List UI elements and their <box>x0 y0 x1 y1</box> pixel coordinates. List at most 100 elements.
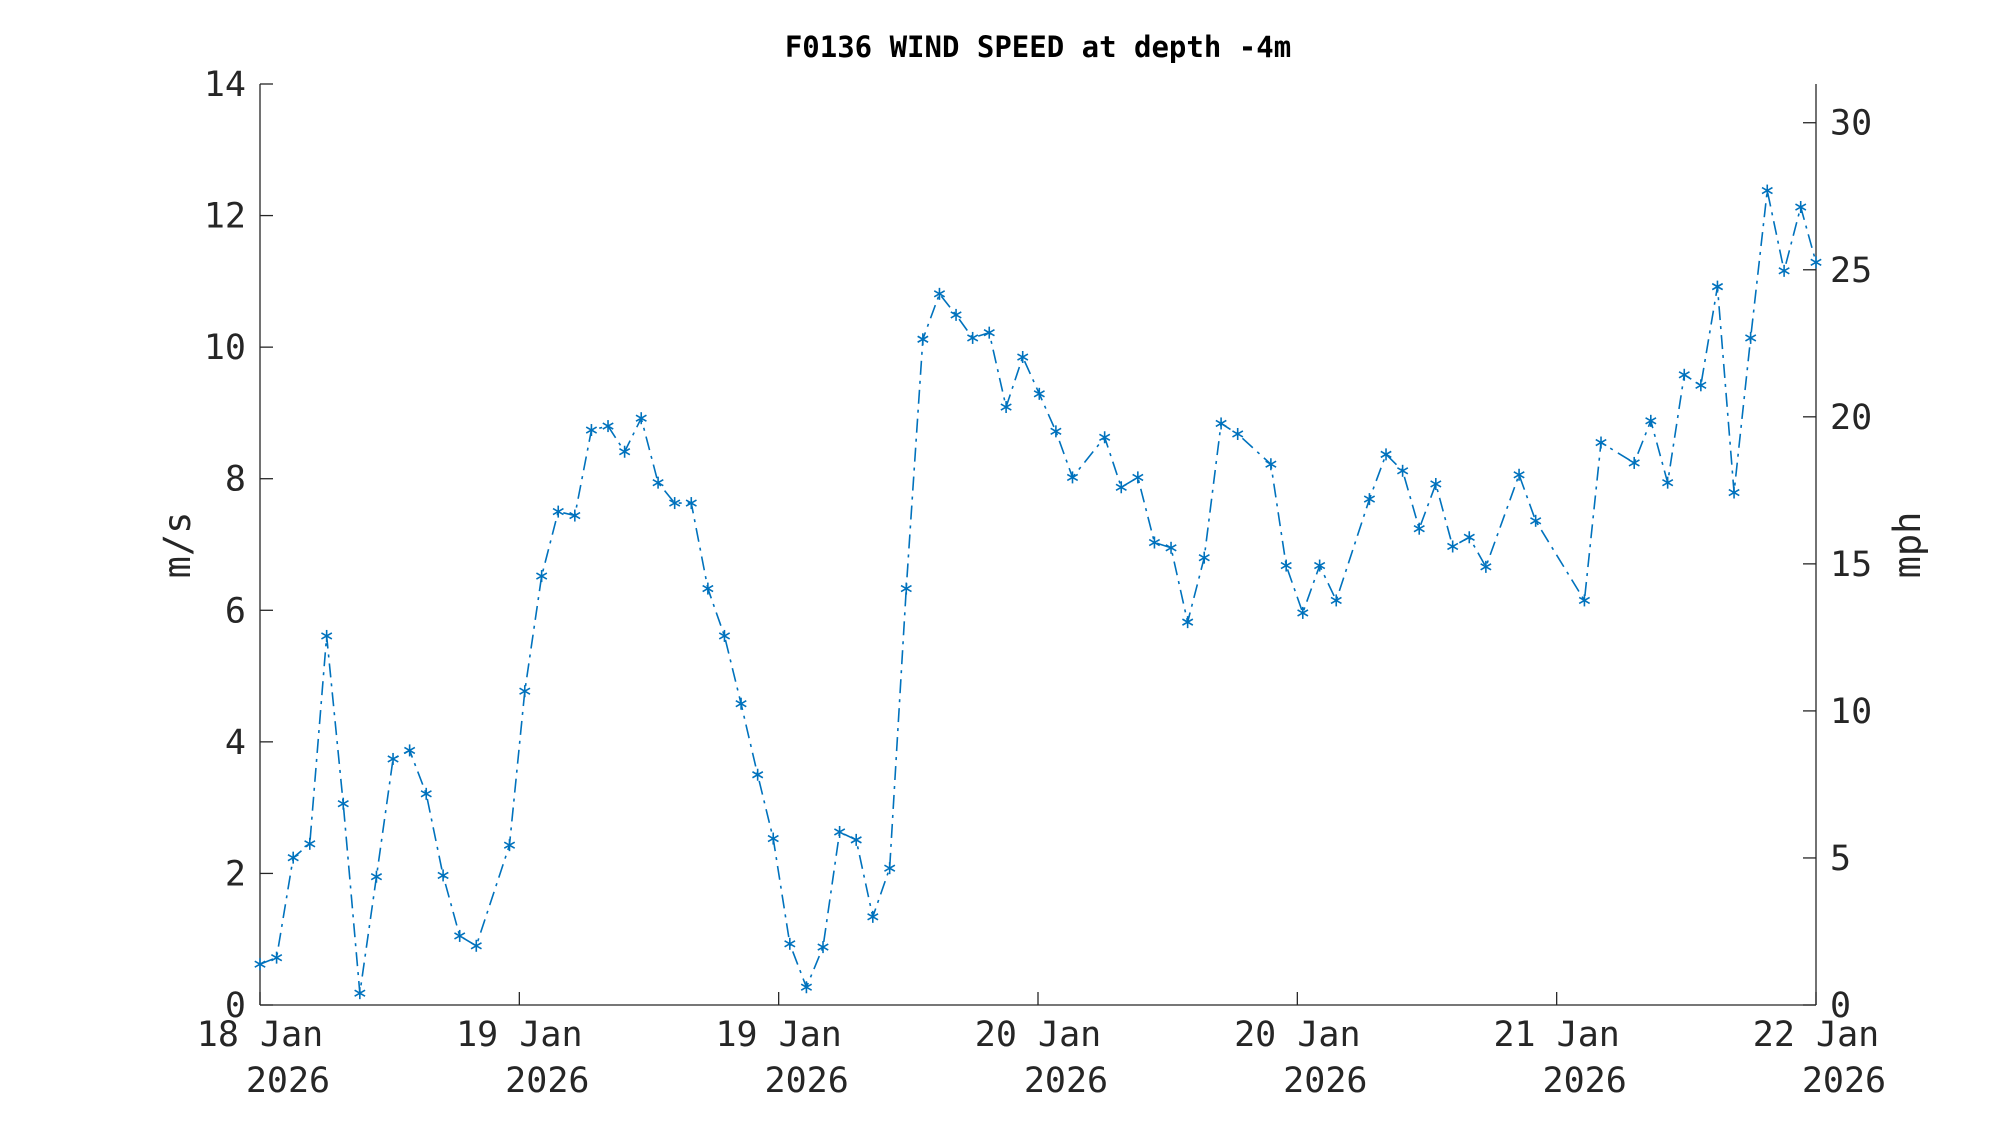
data-point <box>1380 448 1392 461</box>
data-point <box>1530 514 1542 527</box>
data-point <box>635 412 647 425</box>
data-point <box>900 582 912 595</box>
data-point <box>702 582 714 595</box>
marker-stroke <box>1280 561 1292 570</box>
marker-stroke <box>1413 525 1425 533</box>
data-point <box>337 797 349 810</box>
data-point <box>1066 471 1079 484</box>
marker-stroke <box>1380 450 1392 459</box>
marker-stroke <box>1711 282 1724 291</box>
marker-stroke <box>1000 403 1012 411</box>
marker-stroke <box>1463 533 1475 541</box>
data-point <box>569 509 581 522</box>
marker-stroke <box>1645 417 1657 425</box>
data-point <box>1430 477 1442 490</box>
marker-stroke <box>735 700 747 708</box>
marker-stroke <box>1728 488 1740 497</box>
marker-stroke <box>1595 438 1607 447</box>
marker-stroke <box>917 335 929 343</box>
marker-stroke <box>1530 517 1542 525</box>
marker-stroke <box>1017 353 1029 361</box>
x-tick-label: 19 Jan 2026 <box>456 1015 589 1101</box>
marker-stroke <box>354 989 366 997</box>
marker-stroke <box>585 426 598 434</box>
marker-stroke <box>900 584 912 593</box>
marker-stroke <box>884 864 896 872</box>
data-point <box>1778 264 1790 277</box>
marker-stroke <box>370 873 383 881</box>
data-point <box>735 697 747 710</box>
data-point <box>800 981 813 994</box>
marker-stroke <box>635 414 647 422</box>
data-point <box>420 787 432 800</box>
marker-stroke <box>1810 258 1822 266</box>
marker-stroke <box>867 913 879 921</box>
data-point <box>321 629 333 642</box>
data-point <box>867 910 879 923</box>
x-tick-label-line: 2026 <box>1543 1061 1627 1101</box>
x-tick-label-line: 18 Jan <box>197 1015 323 1055</box>
marker-stroke <box>420 790 432 798</box>
x-tick-label-line: 2026 <box>1024 1061 1108 1101</box>
x-tick-label-line: 19 Jan <box>715 1015 841 1055</box>
x-tick-label-line: 2026 <box>1802 1061 1886 1101</box>
y2-tick-label: 30 <box>1830 104 1872 144</box>
marker-stroke <box>1745 334 1757 342</box>
data-point <box>552 505 564 518</box>
data-point <box>503 839 516 852</box>
marker-stroke <box>1330 596 1342 605</box>
data-point <box>1132 471 1144 484</box>
y2-axis-label: mph <box>1886 512 1929 579</box>
data-point <box>519 685 531 698</box>
marker-stroke <box>1363 495 1376 503</box>
marker-stroke <box>950 311 962 319</box>
marker-stroke <box>619 448 631 456</box>
data-point <box>1198 551 1210 564</box>
marker-stroke <box>967 334 979 342</box>
marker-stroke <box>1099 433 1111 441</box>
marker-stroke <box>503 841 516 849</box>
marker-stroke <box>1695 381 1707 389</box>
marker-stroke <box>536 572 548 580</box>
marker-stroke <box>552 507 564 516</box>
data-point <box>1745 331 1757 344</box>
marker-stroke <box>387 755 399 763</box>
y2-tick-label: 10 <box>1830 692 1872 732</box>
y-tick-label: 0 <box>225 986 246 1026</box>
marker-stroke <box>1447 542 1459 551</box>
marker-stroke <box>437 871 449 880</box>
data-point <box>669 497 681 510</box>
data-point <box>833 825 846 838</box>
data-point <box>1711 280 1724 293</box>
data-point <box>1795 201 1807 214</box>
marker-stroke <box>1050 427 1062 436</box>
marker-stroke <box>1662 478 1674 487</box>
chart-title: F0136 WIND SPEED at depth -4m <box>785 30 1291 64</box>
marker-stroke <box>702 584 714 593</box>
marker-stroke <box>1678 371 1690 379</box>
marker-stroke <box>270 953 283 962</box>
marker-stroke <box>321 632 333 640</box>
x-tick-label: 19 Jan 2026 <box>715 1015 848 1101</box>
marker-stroke <box>1480 563 1492 571</box>
data-point <box>1628 456 1640 469</box>
marker-stroke <box>1795 203 1807 211</box>
marker-stroke <box>850 836 862 844</box>
marker-stroke <box>1115 483 1127 491</box>
y-tick-label: 4 <box>225 723 246 763</box>
x-tick-label-line: 2026 <box>246 1061 330 1101</box>
data-point <box>1678 368 1690 381</box>
x-tick-label-line: 2026 <box>505 1061 589 1101</box>
marker-stroke <box>287 853 299 862</box>
marker-stroke <box>304 840 316 848</box>
data-point <box>454 929 466 942</box>
marker-stroke <box>1628 459 1640 467</box>
data-point <box>1265 458 1277 471</box>
data-point <box>752 768 764 781</box>
data-point <box>983 326 995 339</box>
x-tick-label-line: 2026 <box>765 1061 849 1101</box>
marker-stroke <box>569 511 581 520</box>
y-axis-label: m/s <box>156 512 199 579</box>
marker-stroke <box>1761 186 1773 195</box>
data-point <box>1148 536 1161 549</box>
